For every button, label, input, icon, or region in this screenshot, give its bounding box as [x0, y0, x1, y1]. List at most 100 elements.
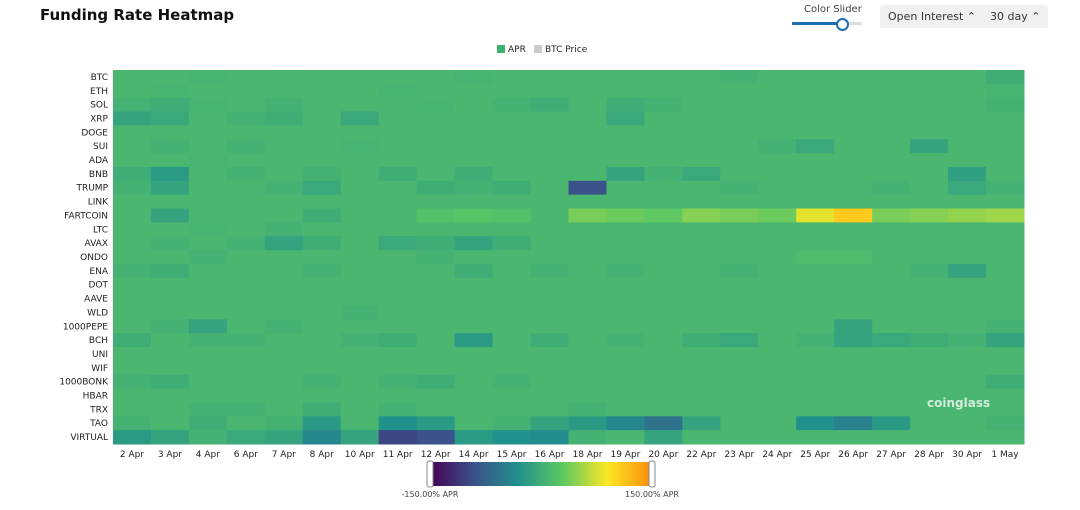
heat-cell — [454, 208, 494, 223]
y-tick-label: BNB — [89, 170, 108, 180]
color-slider[interactable] — [792, 18, 862, 31]
heat-cell — [568, 263, 607, 279]
y-tick-label: BTC — [91, 73, 108, 83]
heat-cell — [948, 416, 987, 431]
heat-cell — [910, 125, 949, 140]
heat-cell — [606, 139, 645, 154]
heat-cell — [492, 153, 532, 168]
heat-cell — [113, 430, 152, 445]
heat-cell — [492, 402, 532, 417]
heat-cell — [682, 166, 721, 182]
heat-cell — [340, 333, 380, 348]
heat-cell — [834, 194, 873, 210]
heat-cell — [378, 430, 418, 445]
heat-cell — [834, 263, 873, 279]
heat-cell — [948, 277, 987, 293]
heat-cell — [720, 236, 759, 251]
heat-cell — [682, 402, 721, 417]
heat-cell — [530, 333, 569, 348]
heat-cell — [758, 402, 797, 417]
heat-cell — [758, 194, 797, 210]
heat-cell — [986, 208, 1025, 223]
heat-cell — [454, 305, 494, 320]
heat-cell — [986, 319, 1025, 334]
heat-cell — [872, 333, 911, 348]
heat-cell — [302, 222, 342, 237]
heat-cell — [834, 374, 873, 390]
heat-cell — [188, 305, 228, 320]
heat-cell — [454, 236, 494, 251]
heat-cell — [796, 291, 835, 306]
heat-cell — [302, 166, 342, 182]
heat-cell — [454, 388, 494, 403]
heat-cell — [796, 236, 835, 251]
heat-cell — [682, 180, 721, 196]
colorbar-handle — [426, 460, 434, 488]
heat-cell — [150, 97, 190, 113]
heat-cell — [150, 416, 190, 431]
heat-cell — [720, 374, 759, 390]
heat-cell — [644, 305, 683, 320]
heat-cell — [340, 166, 380, 182]
heat-cell — [378, 305, 418, 320]
heat-cell — [454, 153, 494, 168]
heat-cell — [796, 97, 835, 113]
heat-cell — [492, 388, 532, 403]
x-tick-label: 18 Apr — [573, 450, 603, 460]
heat-cell — [492, 125, 532, 140]
heat-cell — [416, 374, 456, 390]
heat-cell — [758, 416, 797, 431]
heat-cell — [910, 111, 949, 126]
heat-cell — [872, 139, 911, 154]
heat-cell — [758, 222, 797, 237]
y-tick-label: ETH — [90, 87, 108, 97]
heat-cell — [986, 416, 1025, 431]
heat-cell — [834, 97, 873, 113]
heat-cell — [796, 388, 835, 403]
heat-cell — [872, 250, 911, 265]
y-tick-label: ENA — [89, 267, 108, 277]
heat-cell — [302, 291, 342, 306]
heat-cell — [986, 291, 1025, 306]
heat-cell — [568, 291, 607, 306]
heat-cell — [644, 139, 683, 154]
heat-cell — [113, 263, 152, 279]
heat-cell — [454, 416, 494, 431]
heat-cell — [226, 374, 266, 390]
heat-cell — [796, 319, 835, 334]
heat-cell — [644, 416, 683, 431]
heat-cell — [986, 388, 1025, 403]
heat-cell — [606, 388, 645, 403]
heat-cell — [340, 374, 380, 390]
heat-cell — [910, 291, 949, 306]
heat-cell — [834, 416, 873, 431]
heat-cell — [150, 250, 190, 265]
metric-select[interactable]: Open Interest ⌃ — [880, 5, 984, 28]
heat-cell — [150, 166, 190, 182]
heat-cell — [758, 305, 797, 320]
heat-cell — [416, 208, 456, 223]
heat-cell — [758, 360, 797, 376]
range-select-text: 30 day — [990, 10, 1028, 23]
heat-cell — [796, 194, 835, 210]
heat-cell — [226, 125, 266, 140]
heat-cell — [606, 347, 645, 362]
heat-cell — [644, 194, 683, 210]
heat-cell — [492, 70, 532, 85]
heat-cell — [910, 208, 949, 223]
range-select[interactable]: 30 day ⌃ — [982, 5, 1049, 28]
heat-cell — [188, 139, 228, 154]
heat-cell — [226, 319, 266, 334]
heat-cell — [188, 263, 228, 279]
heat-cell — [872, 347, 911, 362]
heat-cell — [226, 208, 266, 223]
x-tick-label: 7 Apr — [272, 450, 296, 460]
heat-cell — [226, 305, 266, 320]
heat-cell — [568, 374, 607, 390]
heat-cell — [264, 153, 304, 168]
heat-cell — [378, 83, 418, 99]
heat-cell — [378, 319, 418, 334]
heat-cell — [492, 416, 532, 431]
heat-cell — [113, 194, 152, 210]
heat-cell — [150, 180, 190, 196]
